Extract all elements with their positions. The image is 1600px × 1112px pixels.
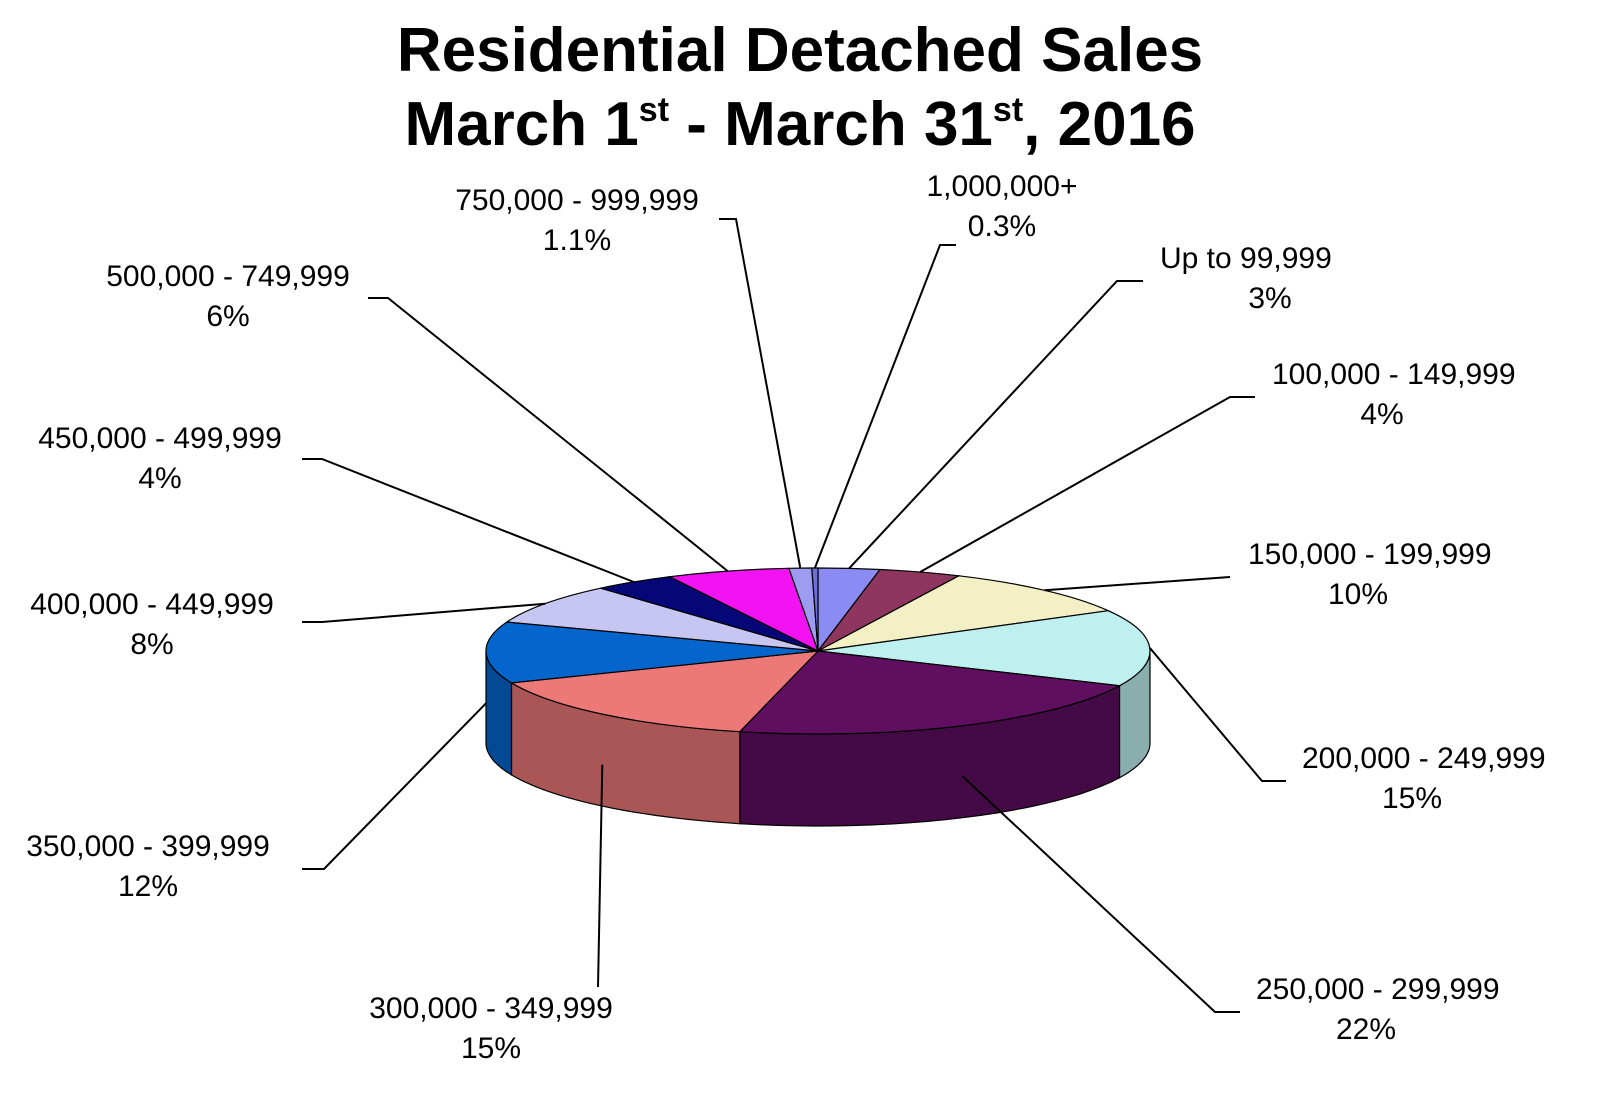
slice-label-9: 450,000 - 499,999 [38,422,282,455]
slice-value-10: 6% [206,300,249,333]
pie-slice-7 [485,621,819,684]
slice-label-8: 400,000 - 449,999 [30,588,274,621]
slice-label-1: Up to 99,999 [1160,242,1332,275]
slice-label-3: 150,000 - 199,999 [1248,538,1492,571]
leader-line-1 [848,280,1143,570]
leader-line-6 [597,764,604,988]
pie-slice-10 [667,567,820,653]
slice-label-4: 200,000 - 249,999 [1302,742,1546,775]
slice-value-9: 4% [138,462,181,495]
slice-value-12: 0.3% [968,210,1036,243]
pie-slice-4 [817,610,1151,687]
leader-line-12 [813,244,956,569]
slice-value-8: 8% [130,628,173,661]
slice-label-5: 250,000 - 299,999 [1256,973,1500,1006]
leader-line-7 [302,702,487,870]
leader-line-10 [368,297,729,572]
slice-value-1: 3% [1248,282,1291,315]
slice-label-11: 750,000 - 999,999 [455,184,699,217]
slice-value-11: 1.1% [543,224,611,257]
chart-title: Residential Detached Sales March 1st - M… [0,14,1600,163]
leader-line-2 [919,396,1255,573]
slice-label-12: 1,000,000+ [927,170,1078,203]
slice-value-2: 4% [1360,398,1403,431]
leader-line-8 [302,602,546,623]
leader-line-5 [961,775,1240,1013]
leader-line-4 [1149,647,1286,782]
slice-label-6: 300,000 - 349,999 [369,992,613,1025]
slice-value-3: 10% [1328,578,1388,611]
slice-label-10: 500,000 - 749,999 [106,260,350,293]
title-line-1: Residential Detached Sales [396,16,1204,85]
slice-value-6: 15% [461,1032,521,1065]
pie-slice-8 [505,587,819,652]
slice-label-2: 100,000 - 149,999 [1272,358,1516,391]
leader-line-9 [302,458,635,583]
slice-value-4: 15% [1382,782,1442,815]
leader-line-3 [1044,576,1231,592]
slice-value-7: 12% [118,870,178,903]
slice-label-7: 350,000 - 399,999 [26,830,270,863]
leader-line-11 [719,218,802,569]
pie-slice-5 [738,650,1122,735]
slice-value-5: 22% [1336,1013,1396,1046]
pie-slice-6 [509,650,820,733]
title-line-2: March 1st - March 31st, 2016 [404,90,1196,160]
